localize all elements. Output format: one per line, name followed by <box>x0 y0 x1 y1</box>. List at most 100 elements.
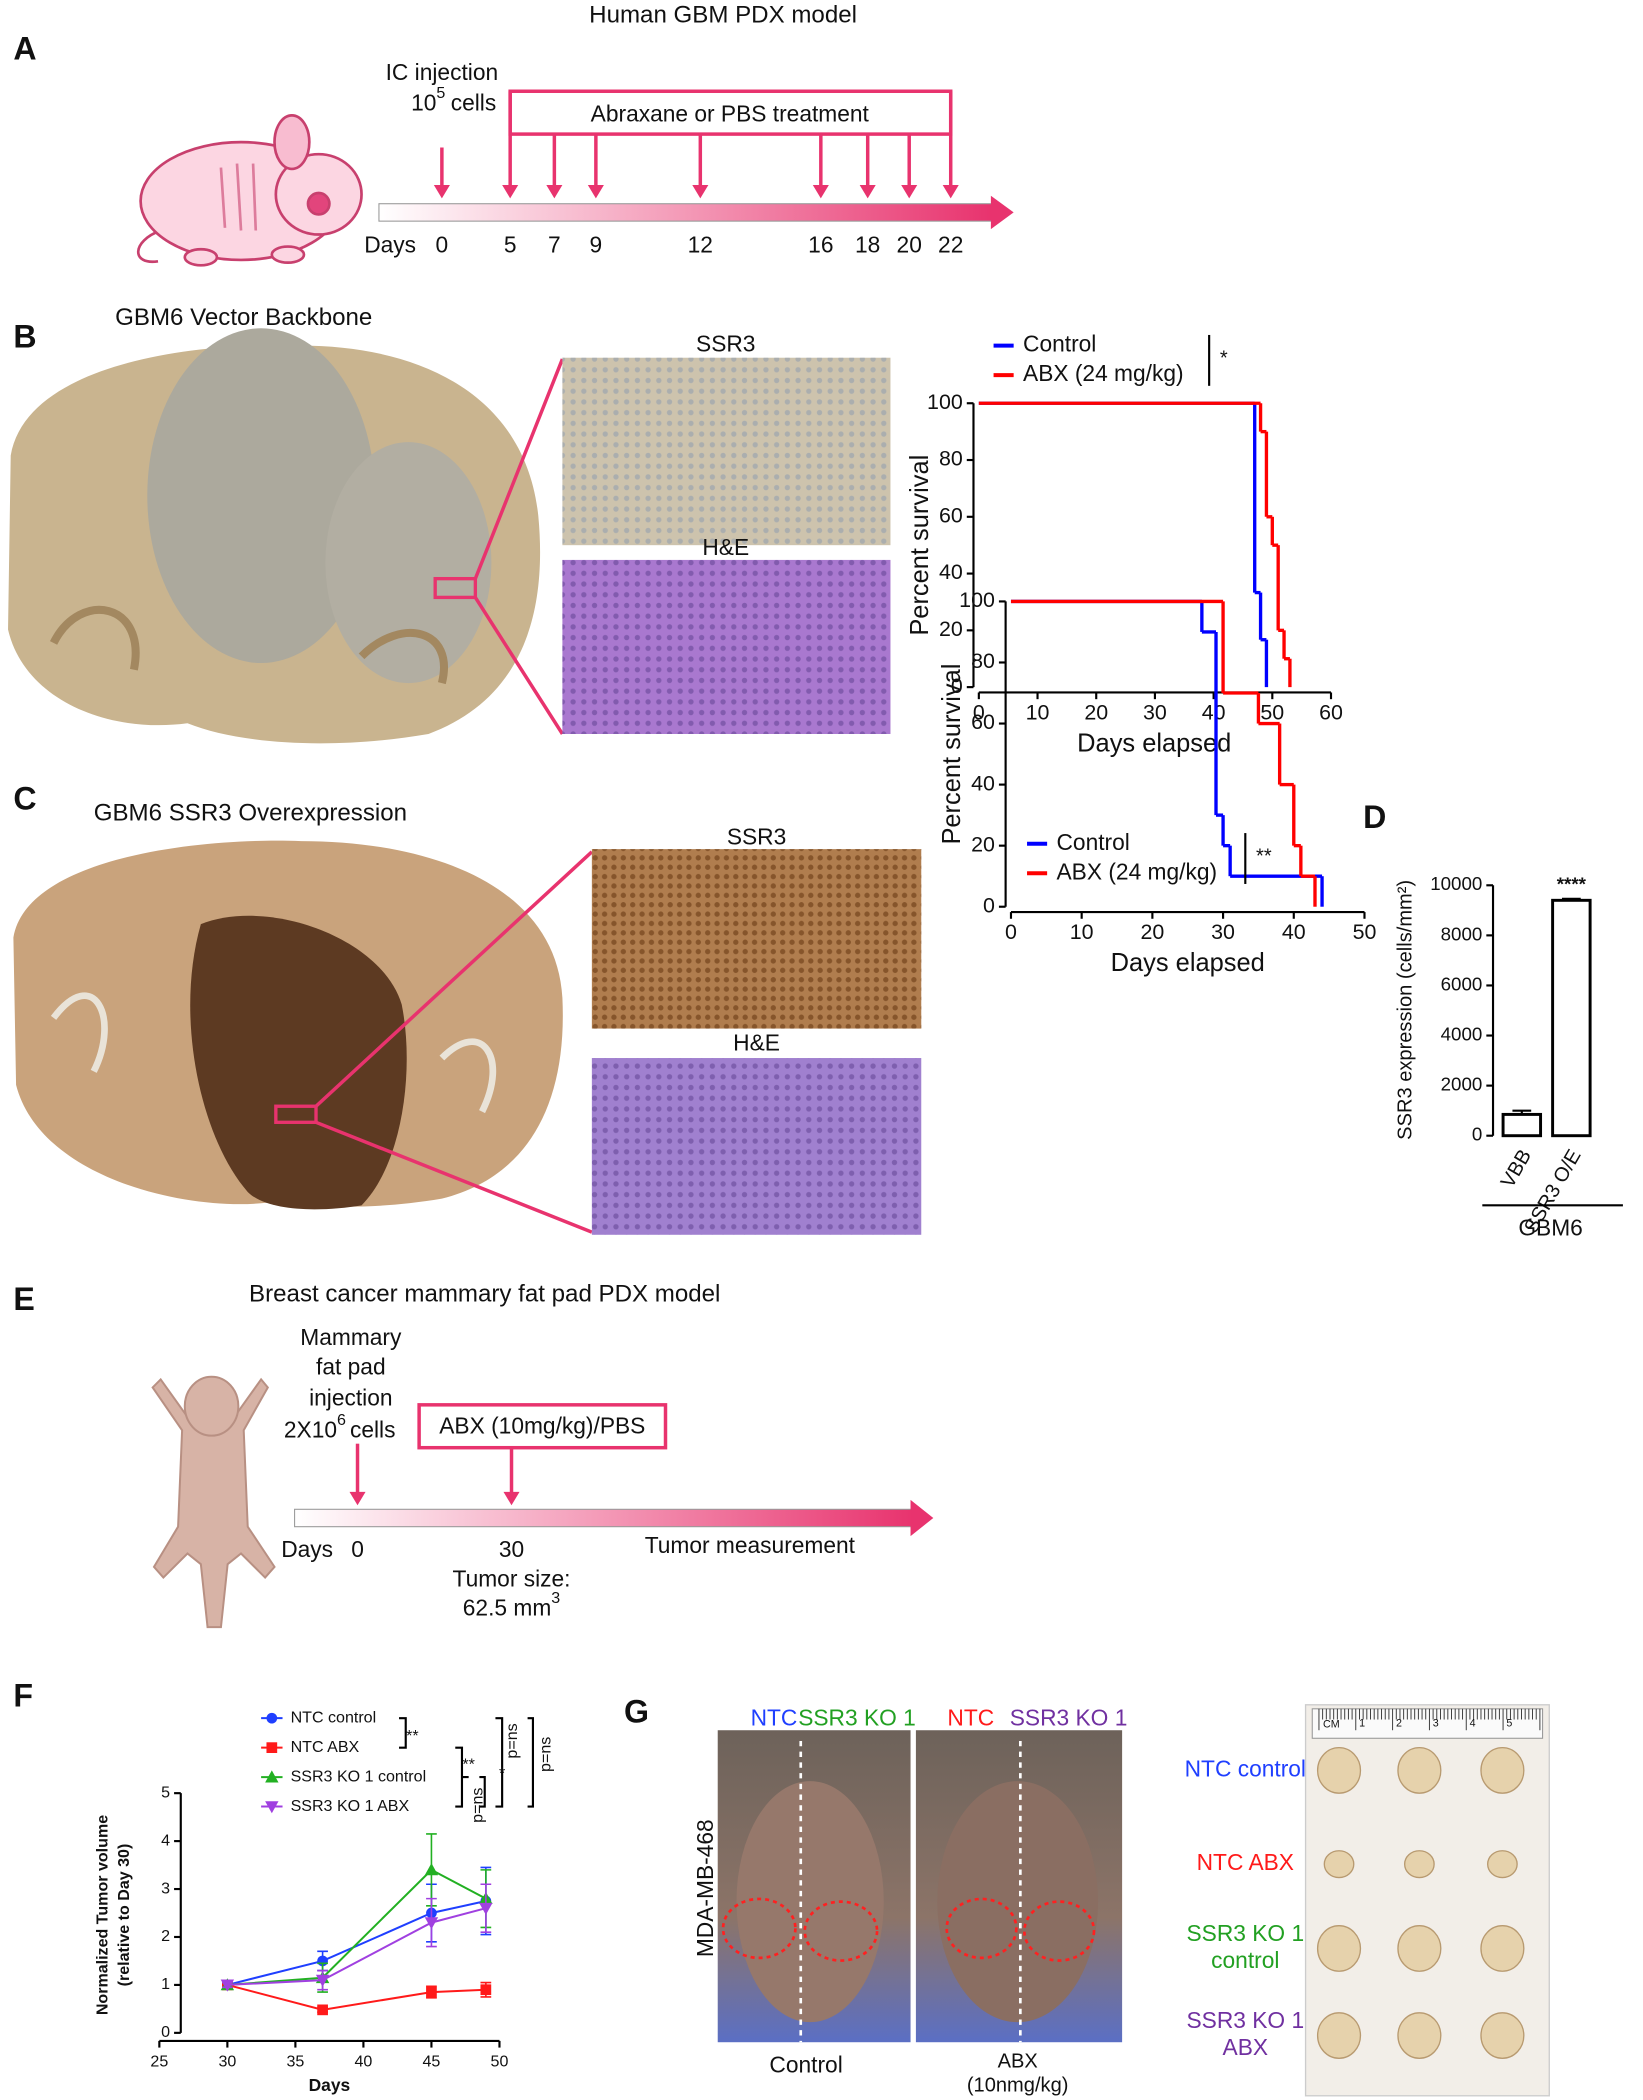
x-tick-label: 60 <box>1319 701 1343 725</box>
ruler: CM 1 2 3 4 5 <box>1318 1708 1541 1731</box>
arrow-head <box>942 184 959 199</box>
stain-label: H&E <box>702 534 749 560</box>
photo-label: SSR3 KO 1 <box>798 1705 916 1731</box>
legend-label: Control <box>1023 331 1096 357</box>
y-tick-label: 2000 <box>1441 1074 1483 1095</box>
marker <box>315 1974 330 1987</box>
significance: ** <box>462 1755 475 1773</box>
marker <box>317 2004 328 2016</box>
series-line <box>227 1907 487 1986</box>
legend-label: Control <box>1057 829 1130 855</box>
significance: ** <box>1256 845 1272 867</box>
x-tick-label: 40 <box>1282 920 1306 944</box>
y-tick-label: 6000 <box>1441 973 1483 994</box>
treatment-label: Abraxane or PBS treatment <box>591 100 870 126</box>
size-exp: 3 <box>551 1589 560 1607</box>
mouse-photo-part <box>721 1897 797 1960</box>
mouse-illustration-part <box>183 1375 240 1437</box>
arrow-head <box>503 1491 520 1506</box>
x-tick-label: 30 <box>1143 701 1167 725</box>
tumor <box>1316 1746 1362 1794</box>
significance: * <box>1220 347 1228 369</box>
mouse-photo-part <box>799 1740 1022 2043</box>
y-tick-label: 20 <box>971 832 995 856</box>
x-tick-label: 10 <box>1026 701 1050 725</box>
cells-exp: 5 <box>436 84 445 102</box>
arrow-head <box>692 184 709 199</box>
legend-label: SSR3 KO 1 control <box>291 1767 427 1785</box>
treatment-label: ABX (10mg/kg)/PBS <box>439 1413 645 1439</box>
y-tick-label: 8000 <box>1441 923 1483 944</box>
x-tick-label: 10 <box>1070 920 1094 944</box>
mouse-illustration <box>151 1375 276 1629</box>
x-axis-label: Days elapsed <box>1077 729 1231 757</box>
tumors <box>1316 1746 1525 2059</box>
treatment-box <box>417 1403 668 1450</box>
mouse-photo <box>717 1730 1123 2043</box>
x-tick-label: 0 <box>1005 920 1017 944</box>
inset-box <box>433 576 478 600</box>
ruler-unit: CM <box>1323 1719 1340 1731</box>
mouse-photo-part <box>803 1900 879 1962</box>
day-label: 0 <box>351 1536 364 1562</box>
brain-section-part <box>325 442 492 684</box>
cell-line-label: MDA-MB-468 <box>692 1819 718 1957</box>
he-texture <box>562 559 891 734</box>
series-line <box>227 1868 487 1986</box>
x-tick-label: 20 <box>1084 701 1108 725</box>
stain-label: SSR3 <box>727 823 786 849</box>
group-label: GBM6 <box>1518 1214 1582 1240</box>
marker <box>424 1917 439 1930</box>
x-tick-label: 30 <box>1211 920 1235 944</box>
bar <box>1501 1112 1543 1138</box>
mouse-photo-part <box>736 1781 884 2023</box>
y-tick-label: 80 <box>971 649 995 673</box>
day-label: 20 <box>897 232 922 258</box>
y-tick-label: 0 <box>951 674 963 698</box>
series-line <box>227 1900 487 1986</box>
y-axis-label: (relative to Day 30) <box>115 1844 133 1987</box>
bar <box>1551 898 1592 1138</box>
day-label: 9 <box>590 232 603 258</box>
measurement-label: Tumor measurement <box>645 1532 856 1558</box>
x-tick-label: 40 <box>354 2053 372 2071</box>
error-bar <box>1512 1109 1532 1115</box>
y-tick-label: 5 <box>161 1783 170 1801</box>
day-label: 18 <box>855 232 880 258</box>
significance-brackets <box>399 1717 535 1808</box>
y-tick-label: 60 <box>939 503 963 527</box>
ruler-number: 5 <box>1506 1717 1512 1729</box>
tumor <box>1403 1850 1435 1879</box>
significance: p=ns <box>537 1737 555 1772</box>
panel-title: GBM6 SSR3 Overexpression <box>94 800 407 827</box>
cells-label: 105 cells <box>411 84 496 115</box>
y-tick-label: 0 <box>1472 1124 1482 1145</box>
panel-title: Breast cancer mammary fat pad PDX model <box>249 1280 720 1307</box>
error-bar <box>1561 897 1581 901</box>
y-tick-label: 20 <box>939 617 963 641</box>
day-label: 16 <box>808 232 833 258</box>
tumor <box>1316 1925 1362 1972</box>
panel-label: E <box>13 1281 34 1317</box>
mouse-photo-part <box>945 1897 1018 1960</box>
cells-base: 2X10 <box>284 1417 337 1443</box>
y-axis-label: Normalized Tumor volume <box>93 1815 111 2015</box>
inset-lines <box>473 358 565 735</box>
injection-label: injection <box>309 1385 392 1411</box>
day-label: 22 <box>938 232 963 258</box>
photo-label: NTC <box>947 1705 994 1731</box>
cells-base: 10 <box>411 90 436 116</box>
arrow-head <box>587 184 604 199</box>
y-tick-label: 0 <box>161 2023 170 2041</box>
arrow-head <box>901 184 918 199</box>
x-tick-label: 35 <box>286 2053 304 2071</box>
day-markers: 0 5 7 9 12 16 18 20 22 <box>433 91 963 258</box>
mouse-illustration-part <box>219 163 258 231</box>
y-tick-label: 40 <box>939 560 963 584</box>
day-label: 30 <box>499 1536 524 1562</box>
legend-label: SSR3 KO 1 ABX <box>291 1797 410 1815</box>
mouse-illustration <box>136 114 363 267</box>
ihc-texture <box>591 849 922 1029</box>
